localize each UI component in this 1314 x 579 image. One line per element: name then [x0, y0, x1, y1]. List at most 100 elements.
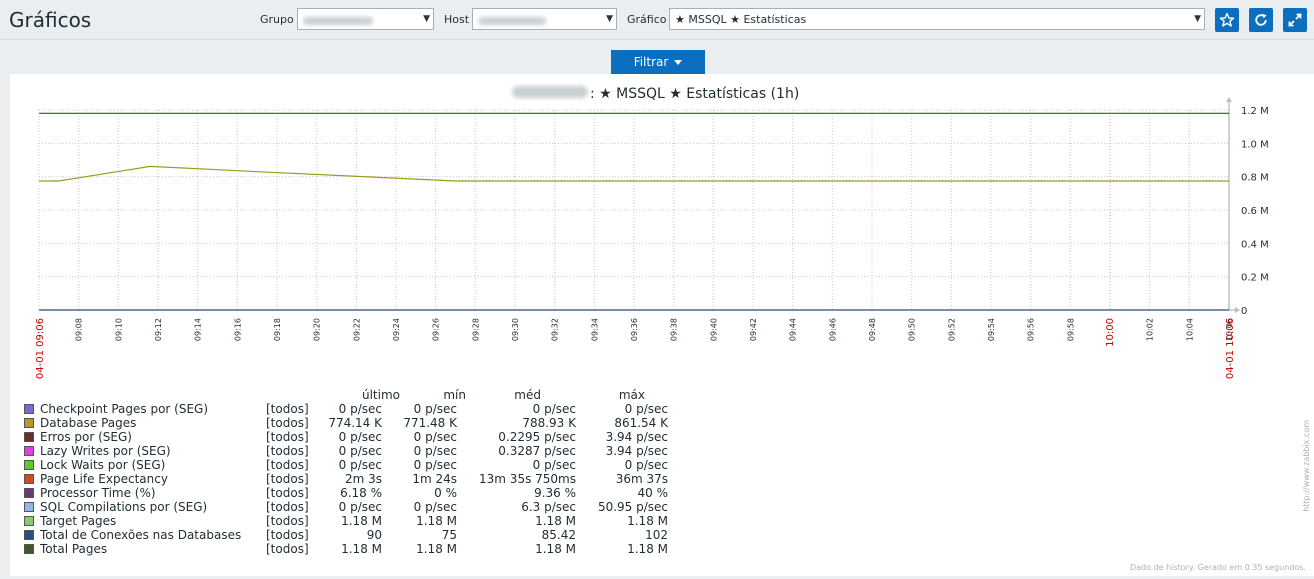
x-tick-label: 09:34: [590, 318, 599, 341]
legend-item-avg: 0 p/sec: [532, 402, 576, 416]
legend-item-function: [todos]: [266, 542, 309, 556]
legend-item-name: Target Pages: [40, 514, 117, 528]
legend-item-last: 0 p/sec: [338, 458, 382, 472]
legend-item-min: 0 p/sec: [413, 458, 457, 472]
x-tick-label: 09:14: [194, 318, 203, 341]
graph-select-value: ★ MSSQL ★ Estatísticas: [675, 13, 807, 26]
legend-item-function: [todos]: [266, 430, 309, 444]
x-end-label: 04-01 10:06: [1225, 318, 1236, 379]
graph-panel: [10, 74, 1314, 576]
legend-item-min: 0 p/sec: [413, 444, 457, 458]
legend-item-name: Processor Time (%): [40, 486, 156, 500]
legend-item-max: 1.18 M: [627, 542, 668, 556]
x-tick-label: 09:10: [114, 318, 123, 341]
legend-item-min: 0 p/sec: [413, 500, 457, 514]
x-tick-label: 09:46: [828, 318, 837, 341]
x-tick-label: 09:18: [273, 318, 282, 341]
x-tick-label: 10:06: [1225, 318, 1234, 341]
x-tick-label: 09:36: [630, 318, 639, 341]
group-select[interactable]: ▼: [297, 8, 434, 30]
legend-item-max: 50.95 p/sec: [597, 500, 668, 514]
host-value-redacted: [478, 17, 546, 25]
chevron-down-icon: ▼: [1194, 14, 1201, 24]
chevron-down-icon: ▼: [606, 14, 613, 24]
page-title: Gráficos: [9, 8, 92, 32]
legend-row: Page Life Expectancy [todos] 2m 3s 1m 24s 13…: [24, 472, 724, 486]
legend-item-last: 1.18 M: [341, 514, 382, 528]
legend-row: Lazy Writes por (SEG) [todos] 0 p/sec 0 p/s…: [24, 444, 724, 458]
legend-item-min: 771.48 K: [403, 416, 457, 430]
y-tick-label: 0.8 M: [1241, 173, 1269, 184]
legend-row: Processor Time (%) [todos] 6.18 % 0 % 9.36 %…: [24, 486, 724, 500]
x-tick-label: 09:30: [511, 318, 520, 341]
y-tick-label: 0.2 M: [1241, 273, 1269, 284]
legend-item-max: 0 p/sec: [624, 458, 668, 472]
graph-select[interactable]: ★ MSSQL ★ Estatísticas ▼: [669, 8, 1205, 30]
x-tick-label: 09:42: [749, 318, 758, 341]
legend-item-last: 0 p/sec: [338, 500, 382, 514]
legend-item-last: 6.18 %: [340, 486, 382, 500]
legend-item-min: 0 p/sec: [413, 430, 457, 444]
legend-swatch: [24, 446, 34, 456]
legend-item-name: Checkpoint Pages por (SEG): [40, 402, 209, 416]
y-tick-label: 0: [1241, 306, 1247, 317]
graph-chart: : ★ MSSQL ★ Estatísticas (1h) 1.2 M 1.0 M…: [35, 86, 1269, 379]
group-label: Grupo: [260, 13, 294, 26]
legend-item-name: Total de Conexões nas Databases: [40, 528, 242, 542]
legend-row: Lock Waits por (SEG) [todos] 0 p/sec 0 p/se…: [24, 458, 724, 472]
filter-toggle-label: Filtrar: [633, 55, 669, 69]
x-tick-label: 09:24: [392, 318, 401, 341]
legend-item-function: [todos]: [266, 416, 309, 430]
legend-item-function: [todos]: [266, 528, 309, 542]
header: Gráficos Grupo ▼ Host ▼ Gráfico ★ MSSQL …: [0, 0, 1314, 40]
footer-note: Dado de history. Gerado em 0.35 segundos…: [1129, 563, 1306, 572]
chart-series: [39, 112, 1229, 311]
legend-item-function: [todos]: [266, 514, 309, 528]
x-tick-label: 09:52: [947, 318, 956, 341]
legend-item-max: 861.54 K: [614, 416, 668, 430]
legend-item-min: 1m 24s: [412, 472, 457, 486]
legend-item-avg: 788.93 K: [522, 416, 576, 430]
legend-item-max: 102: [645, 528, 668, 542]
x-tick-label: 09:28: [471, 318, 480, 341]
legend-row: Erros por (SEG) [todos] 0 p/sec 0 p/sec 0.22…: [24, 430, 724, 444]
x-tick-label: 09:48: [868, 318, 877, 341]
refresh-button[interactable]: [1249, 8, 1273, 32]
legend-swatch: [24, 418, 34, 428]
title-host-redacted: [512, 86, 588, 98]
legend-swatch: [24, 460, 34, 470]
fullscreen-icon: [1288, 13, 1302, 27]
x-tick-label: 09:50: [908, 318, 917, 341]
legend-item-name: Total Pages: [40, 542, 108, 556]
legend-item-avg: 6.3 p/sec: [521, 500, 576, 514]
legend-swatch: [24, 474, 34, 484]
x-tick-label: 09:32: [551, 318, 560, 341]
filter-toggle-button[interactable]: Filtrar: [611, 50, 705, 74]
legend-item-avg: 9.36 %: [534, 486, 576, 500]
y-axis-ticks: 1.2 M 1.0 M 0.8 M 0.6 M 0.4 M 0.2 M 0: [1241, 106, 1269, 317]
x-tick-label: 09:38: [670, 318, 679, 341]
legend-row: SQL Compilations por (SEG) [todos] 0 p/sec…: [24, 500, 724, 514]
legend-item-avg: 0 p/sec: [532, 458, 576, 472]
legend-item-max: 3.94 p/sec: [605, 444, 668, 458]
x-tick-label: 09:22: [352, 318, 361, 341]
x-tick-label: 10:00: [1105, 318, 1116, 347]
legend-item-avg: 0.3287 p/sec: [498, 444, 576, 458]
legend-swatch: [24, 502, 34, 512]
legend-header-last: último: [361, 388, 400, 402]
legend-item-min: 0 %: [434, 486, 457, 500]
legend-item-max: 36m 37s: [615, 472, 668, 486]
legend-item-last: 2m 3s: [344, 472, 382, 486]
legend-item-last: 0 p/sec: [338, 402, 382, 416]
legend-row: Checkpoint Pages por (SEG) [todos] 0 p/sec…: [24, 402, 724, 416]
host-select[interactable]: ▼: [472, 8, 617, 30]
legend-item-function: [todos]: [266, 486, 309, 500]
y-tick-label: 0.6 M: [1241, 206, 1269, 217]
legend-row: Target Pages [todos] 1.18 M 1.18 M 1.18 M 1.1…: [24, 514, 724, 528]
legend-item-last: 0 p/sec: [338, 444, 382, 458]
legend-swatch: [24, 530, 34, 540]
fullscreen-button[interactable]: [1283, 8, 1307, 32]
legend-swatch: [24, 488, 34, 498]
legend-row: Total Pages [todos] 1.18 M 1.18 M 1.18 M 1.18…: [24, 542, 724, 556]
favorite-button[interactable]: [1215, 8, 1239, 32]
